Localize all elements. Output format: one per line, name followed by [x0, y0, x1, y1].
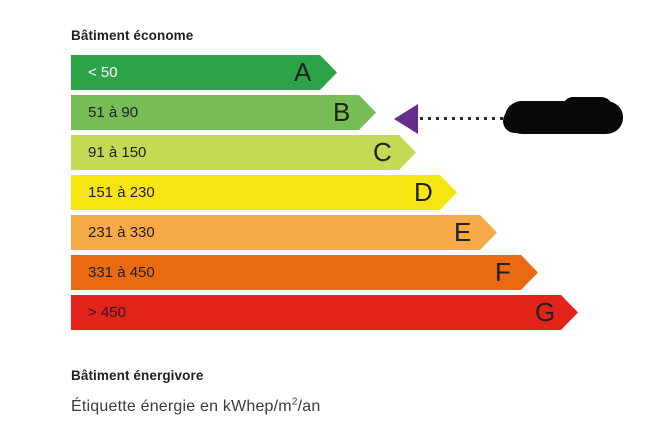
energy-class-bar-a: < 50 A	[71, 55, 337, 90]
bar-arrow-shape-g	[71, 295, 578, 330]
bar-range-label-e: 231 à 330	[88, 224, 155, 241]
top-caption: Bâtiment économe	[71, 28, 194, 43]
bar-arrow-shape-f	[71, 255, 538, 290]
energy-class-bar-c: 91 à 150 C	[71, 135, 416, 170]
bar-range-label-d: 151 à 230	[88, 184, 155, 201]
bar-class-letter-a: A	[294, 57, 312, 87]
energy-class-bar-e: 231 à 330 E	[71, 215, 497, 250]
bar-arrow-shape-e	[71, 215, 497, 250]
bottom-caption: Bâtiment énergivore	[71, 368, 204, 383]
energy-class-bar-f: 331 à 450 F	[71, 255, 538, 290]
bar-class-letter-g: G	[535, 297, 556, 327]
unit-caption-exponent: 2	[291, 396, 298, 408]
bar-class-letter-b: B	[333, 97, 351, 127]
unit-caption-suffix: /an	[297, 398, 321, 415]
bar-range-label-f: 331 à 450	[88, 264, 155, 281]
bar-range-label-c: 91 à 150	[88, 144, 147, 161]
energy-class-bar-d: 151 à 230 D	[71, 175, 457, 210]
energy-class-bar-b: 51 à 90 B	[71, 95, 376, 130]
bar-range-label-b: 51 à 90	[88, 104, 139, 121]
bar-class-letter-d: D	[414, 177, 433, 207]
bar-arrow-shape-a	[71, 55, 337, 90]
bar-arrow-shape-c	[71, 135, 416, 170]
energy-class-bar-g: > 450 G	[71, 295, 578, 330]
unit-caption-prefix: Étiquette énergie en kWhep/m	[71, 398, 292, 415]
bar-range-label-a: < 50	[88, 64, 118, 81]
bar-range-label-g: > 450	[88, 304, 126, 321]
bar-class-letter-f: F	[495, 257, 511, 287]
bar-class-letter-e: E	[454, 217, 472, 247]
unit-caption: Étiquette énergie en kWhep/m2/an	[71, 396, 321, 416]
bar-arrow-shape-d	[71, 175, 457, 210]
bar-arrow-shape-b	[71, 95, 376, 130]
bar-class-letter-c: C	[373, 137, 392, 167]
